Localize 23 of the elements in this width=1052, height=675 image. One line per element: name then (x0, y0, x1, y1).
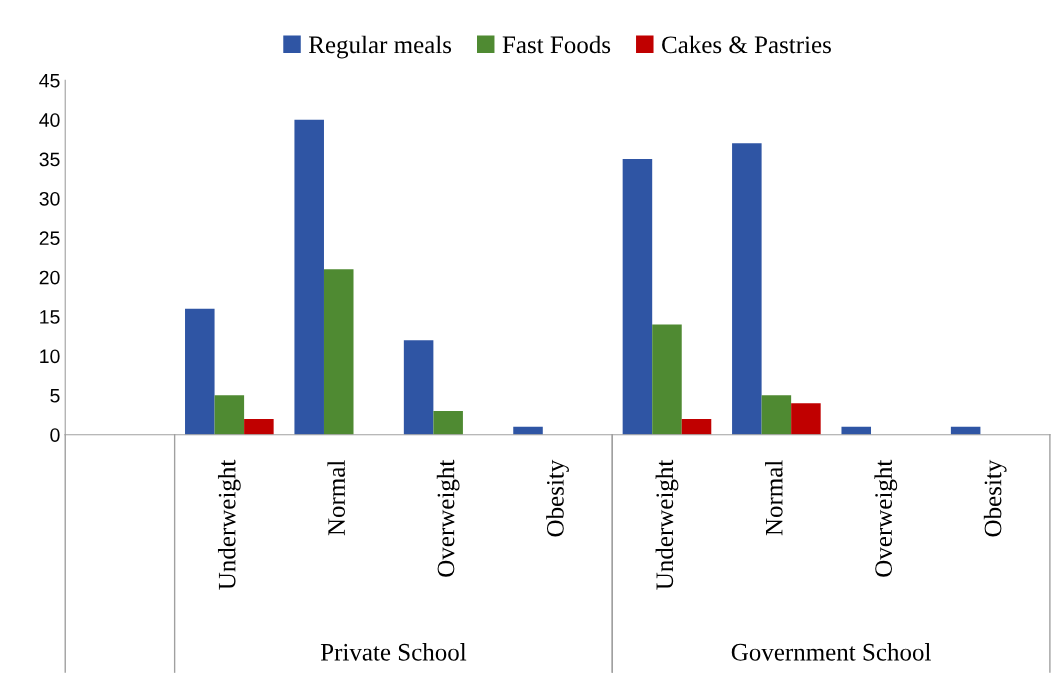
x-tick-label: Overweight (874, 459, 898, 577)
y-tick-label: 40 (39, 113, 60, 127)
y-tick-label: 15 (40, 310, 60, 324)
text: Private School (320, 643, 467, 661)
text: Government School (731, 643, 931, 661)
x-tick-label: Obesity (983, 459, 1007, 537)
y-tick-label: 0 (50, 428, 60, 442)
x-tick-label: Obesity (546, 459, 569, 537)
x-tick-label: Underweight (655, 459, 679, 590)
x-tick-label: Normal (765, 460, 783, 536)
y-tick-label: 45 (39, 73, 60, 88)
y-tick-label: 30 (39, 191, 60, 206)
x-tick-label: Normal (327, 460, 345, 536)
x-tick-label: Overweight (436, 459, 460, 577)
y-tick-label: 35 (39, 152, 60, 167)
y-tick-label: 25 (39, 231, 60, 246)
y-tick-label: 20 (39, 270, 60, 285)
legend-label: Cakes & Pastries (662, 35, 831, 54)
x-tick-label: Underweight (217, 459, 241, 590)
y-tick-label: 10 (40, 349, 60, 364)
y-tick-label: 5 (50, 388, 60, 403)
legend-label: Regular meals (308, 35, 452, 59)
legend-label: Fast Foods (502, 35, 611, 54)
